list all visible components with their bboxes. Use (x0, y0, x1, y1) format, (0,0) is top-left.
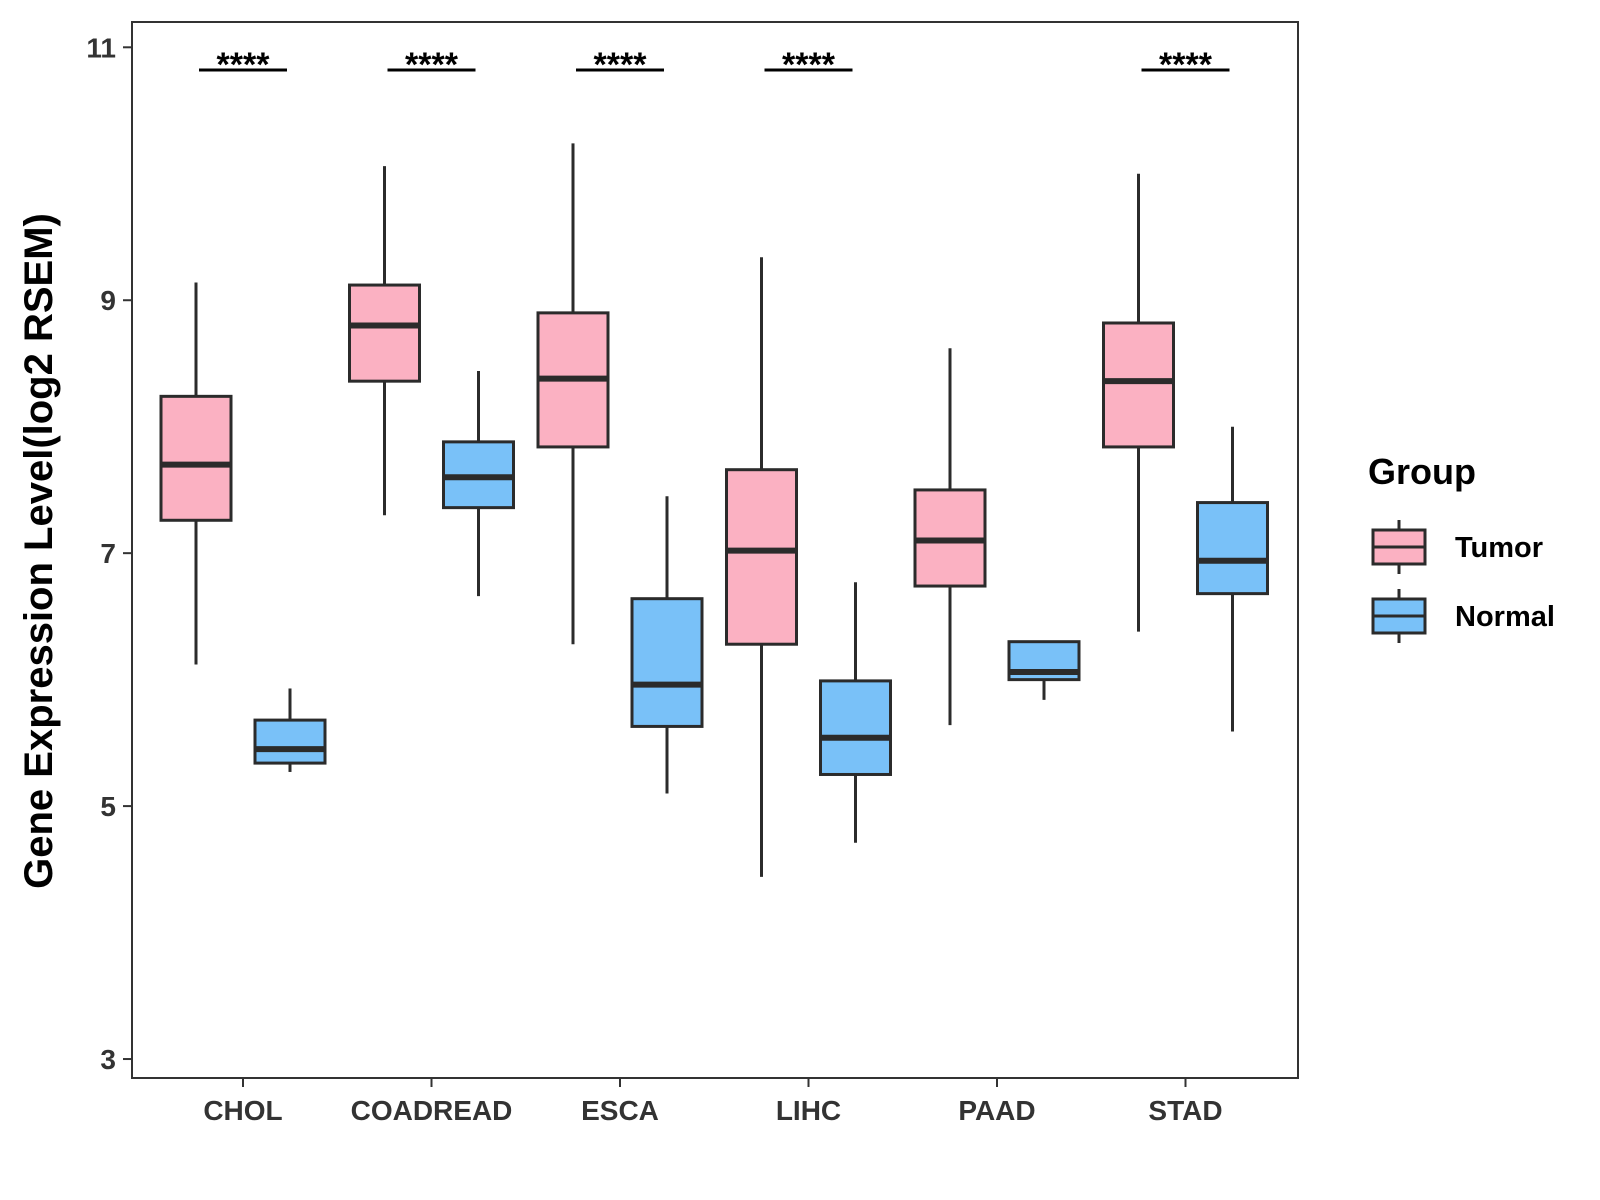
significance-chol: **** (199, 46, 287, 84)
x-tick-label: ESCA (581, 1095, 659, 1126)
y-axis-title: Gene Expression Level(log2 RSEM) (17, 213, 61, 889)
legend-title: Group (1368, 451, 1476, 492)
significance-label: **** (782, 46, 836, 84)
box-normal-chol (253, 688, 327, 772)
legend-item-normal: Normal (1371, 589, 1555, 643)
box-iqr (159, 394, 233, 522)
box-tumor-esca (536, 143, 610, 645)
box-normal-stad (1196, 426, 1269, 732)
box-normal-paad (1007, 640, 1081, 700)
significance-label: **** (405, 46, 459, 84)
box-iqr (725, 468, 798, 646)
box-iqr (348, 283, 421, 383)
box-tumor-coadread (348, 166, 421, 516)
y-tick-label: 7 (100, 538, 116, 569)
x-tick-label: CHOL (203, 1095, 282, 1126)
x-tick-label: PAAD (958, 1095, 1035, 1126)
box-tumor-stad (1102, 173, 1175, 632)
legend-item-tumor: Tumor (1371, 520, 1543, 574)
panel-border (131, 21, 1299, 1079)
box-normal-esca (630, 496, 704, 794)
significance-label: **** (217, 46, 271, 84)
legend-label: Normal (1455, 601, 1555, 633)
box-iqr (630, 597, 704, 728)
significance-coadread: **** (387, 46, 476, 84)
box-iqr (819, 679, 892, 776)
x-tick-label: LIHC (776, 1095, 841, 1126)
significance-lihc: **** (764, 46, 853, 84)
y-tick-label: 5 (100, 791, 116, 822)
box-iqr (1196, 501, 1269, 596)
box-iqr (1102, 321, 1175, 449)
y-tick-label: 11 (86, 32, 116, 63)
x-tick-label: STAD (1148, 1095, 1222, 1126)
y-tick-label: 3 (100, 1044, 116, 1075)
legend-label: Tumor (1455, 532, 1543, 564)
significance-label: **** (594, 46, 648, 84)
x-tick-label: COADREAD (351, 1095, 513, 1126)
box-normal-coadread (442, 371, 515, 597)
box-tumor-chol (159, 282, 233, 665)
y-axis: 3 5 7 9 11 (86, 32, 132, 1075)
significance-esca: **** (576, 46, 664, 84)
box-tumor-lihc (725, 257, 798, 877)
significance-label: **** (1159, 46, 1213, 84)
plot-area: **** **** **** **** **** (131, 21, 1299, 1079)
box-iqr (253, 718, 327, 765)
legend: Group Tumor Normal (1368, 451, 1555, 643)
significance-stad: **** (1141, 46, 1230, 84)
box-normal-lihc (819, 582, 892, 843)
x-axis: CHOL COADREAD ESCA LIHC PAAD STAD (203, 1078, 1223, 1126)
y-tick-label: 9 (100, 285, 116, 316)
box-tumor-paad (913, 348, 987, 726)
